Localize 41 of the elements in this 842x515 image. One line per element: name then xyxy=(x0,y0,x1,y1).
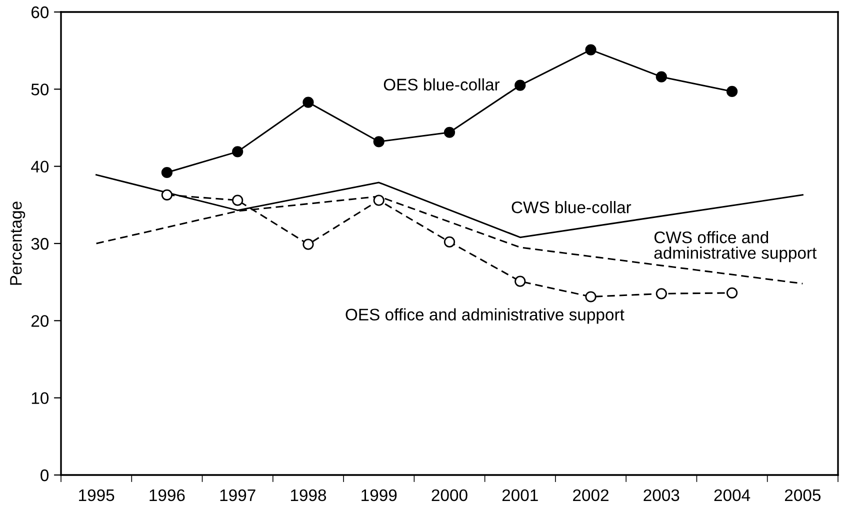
y-tick-label: 20 xyxy=(31,315,49,327)
point xyxy=(514,276,526,287)
point xyxy=(161,189,173,200)
point xyxy=(585,291,596,302)
y-tick-label: 40 xyxy=(31,160,49,173)
point xyxy=(302,238,314,250)
x-tick-label: 2003 xyxy=(644,489,680,502)
y-tick-label: 60 xyxy=(32,6,49,18)
x-tick-label: 1999 xyxy=(362,489,397,502)
point xyxy=(444,126,456,138)
point xyxy=(373,136,384,148)
point xyxy=(726,86,738,98)
series-label: CWS office and administrative support xyxy=(654,231,817,262)
series-label: CWS blue-collar xyxy=(512,201,632,214)
point xyxy=(656,71,667,82)
point xyxy=(232,194,244,206)
y-tick-label: 0 xyxy=(40,469,49,482)
point xyxy=(726,287,738,298)
x-tick-label: 1998 xyxy=(290,489,326,502)
series-label: OES blue-collar xyxy=(384,78,500,91)
point xyxy=(656,288,667,300)
x-tick-label: 1996 xyxy=(150,489,185,502)
y-tick-label: 10 xyxy=(32,392,49,404)
point xyxy=(514,80,526,91)
x-tick-label: 2005 xyxy=(784,489,821,502)
point xyxy=(161,166,173,178)
point xyxy=(373,194,384,206)
point xyxy=(302,96,314,108)
y-axis-title: Percentage xyxy=(10,202,26,285)
x-tick-label: 1997 xyxy=(220,489,256,502)
x-tick-label: 2004 xyxy=(714,489,750,502)
point xyxy=(232,146,244,158)
point xyxy=(585,44,596,56)
y-tick-label: 30 xyxy=(31,238,49,250)
x-tick-label: 2002 xyxy=(573,489,608,502)
point xyxy=(444,236,456,248)
series-label: OES office and administrative support xyxy=(346,308,624,324)
x-tick-label: 2000 xyxy=(432,489,468,502)
x-tick-label: 1995 xyxy=(79,489,114,502)
y-tick-label: 50 xyxy=(31,84,49,96)
x-tick-label: 2001 xyxy=(502,489,538,502)
